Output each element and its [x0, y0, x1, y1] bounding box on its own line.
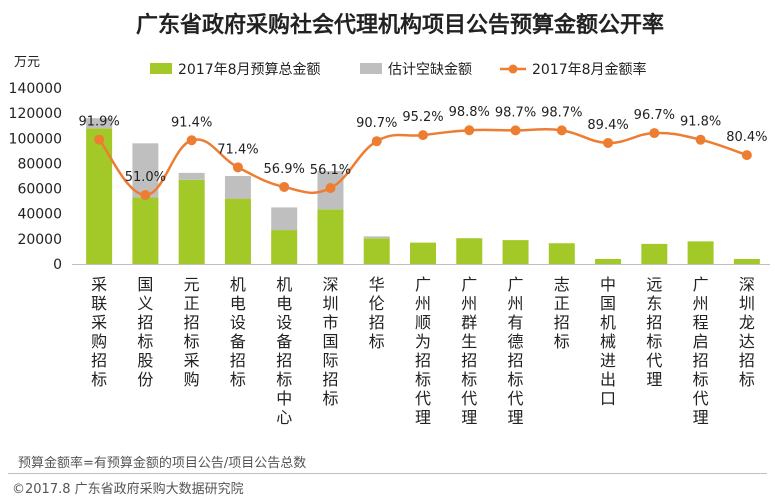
rate-label: 56.9%	[264, 162, 305, 177]
bar-gap	[132, 143, 159, 198]
divider	[8, 473, 767, 474]
rate-point	[94, 134, 105, 145]
y-tick-label: 0	[53, 257, 62, 273]
y-tick-label: 40000	[17, 207, 62, 223]
rate-point	[649, 128, 660, 139]
rate-point	[279, 181, 290, 192]
rate-point	[603, 137, 614, 148]
x-tick-label: 采联采购招标	[91, 275, 107, 389]
x-tick-label: 广州有德招标代理	[508, 275, 524, 427]
x-tick-label: 机电设备招标中心	[276, 275, 292, 427]
rate-label: 80.4%	[726, 130, 767, 145]
footnote: 预算金额率=有预算金额的项目公告/项目公告总数	[18, 456, 307, 471]
rate-point	[418, 130, 428, 141]
rate-point	[325, 183, 336, 194]
rate-point	[232, 162, 243, 173]
rate-label: 90.7%	[356, 116, 397, 131]
legend-label: 2017年8月预算总金额	[178, 62, 321, 78]
bar-budget	[86, 128, 113, 264]
x-tick-label: 广州群生招标代理	[461, 275, 477, 427]
x-tick-label: 深圳龙达招标	[739, 275, 755, 389]
x-tick-label: 中国机械进出口	[600, 275, 616, 408]
rate-point	[695, 134, 706, 145]
bar-budget	[733, 258, 760, 264]
bar-budget	[548, 243, 575, 264]
y-tick-label: 120000	[9, 106, 62, 122]
y-tick-label: 100000	[9, 131, 62, 147]
rate-point	[371, 136, 382, 147]
bar-gap	[86, 118, 113, 129]
x-tick-label: 广州程启招标代理	[693, 275, 709, 427]
rate-label: 95.2%	[402, 110, 443, 125]
legend-label: 估计空缺金额	[388, 62, 472, 78]
bar-budget	[641, 243, 668, 264]
y-axis-unit: 万元	[14, 55, 40, 70]
y-tick-label: 20000	[17, 232, 62, 248]
x-tick-label: 华伦招标	[369, 275, 385, 351]
legend-label: 2017年8月金额率	[532, 61, 647, 78]
bar-gap	[224, 176, 251, 199]
bar-budget	[178, 179, 205, 264]
rate-label: 91.9%	[78, 115, 119, 130]
rate-label: 51.0%	[125, 170, 166, 185]
rate-point	[510, 125, 521, 136]
rate-label: 56.1%	[310, 163, 351, 178]
rate-label: 96.7%	[634, 108, 675, 123]
bar-budget	[317, 209, 344, 264]
bar-budget	[502, 240, 529, 264]
rate-point	[186, 135, 197, 146]
bar-budget	[410, 242, 436, 264]
x-tick-label: 国义招标股份	[137, 275, 153, 389]
bar-gap	[178, 172, 205, 180]
rate-label: 89.4%	[587, 118, 628, 133]
x-tick-label: 机电设备招标	[230, 275, 246, 389]
bar-budget	[595, 258, 622, 264]
bar-gap	[271, 207, 298, 231]
chart: 广东省政府采购社会代理机构项目公告预算金额公开率 万元 2017年8月预算总金额…	[9, 12, 770, 427]
rate-label: 98.7%	[495, 105, 536, 120]
bar-budget	[224, 198, 251, 264]
chart-title: 广东省政府采购社会代理机构项目公告预算金额公开率	[136, 12, 664, 38]
x-tick-label: 远东招标代理	[646, 275, 662, 389]
y-tick-label: 80000	[17, 156, 62, 172]
bar-budget	[132, 197, 159, 264]
y-tick-label: 140000	[9, 81, 62, 97]
rate-label: 91.8%	[680, 115, 721, 130]
rate-point	[464, 125, 475, 136]
bar-budget	[687, 241, 714, 264]
legend-swatch	[150, 63, 172, 74]
y-tick-label: 60000	[17, 182, 62, 198]
x-axis: 采联采购招标 国义招标股份 元正招标采购 机电设备招标 机电设备招标中心 深圳市国际招标 华…	[91, 275, 755, 427]
legend-swatch-marker	[508, 64, 518, 74]
bars	[86, 118, 760, 264]
y-axis: 0 20000 40000 60000 80000 100000 120000 140000	[9, 81, 770, 273]
x-tick-label: 深圳市国际招标	[322, 275, 338, 408]
rate-point	[140, 189, 151, 200]
x-tick-label: 志正招标	[554, 275, 570, 351]
rate-label: 98.7%	[541, 105, 582, 120]
bar-budget	[363, 238, 390, 264]
rate-label: 71.4%	[217, 142, 258, 157]
x-tick-label: 元正招标采购	[184, 275, 200, 389]
rate-line-layer: 91.9% 51.0% 91.4% 71.4% 56.9% 56.1% 90.7% 95.2%…	[78, 105, 768, 200]
rate-label: 98.8%	[449, 105, 490, 120]
copyright: ©2017.8 广东省政府采购大数据研究院	[12, 482, 244, 497]
legend: 2017年8月预算总金额 估计空缺金额 2017年8月金额率	[150, 61, 647, 78]
legend-swatch	[360, 63, 382, 74]
rate-point	[556, 125, 567, 136]
rate-point	[741, 150, 752, 161]
bar-budget	[456, 238, 483, 264]
bar-budget	[271, 230, 298, 264]
bar-gap	[363, 236, 390, 239]
rate-label: 91.4%	[171, 115, 212, 130]
x-tick-label: 广州顺为招标代理	[415, 275, 431, 427]
